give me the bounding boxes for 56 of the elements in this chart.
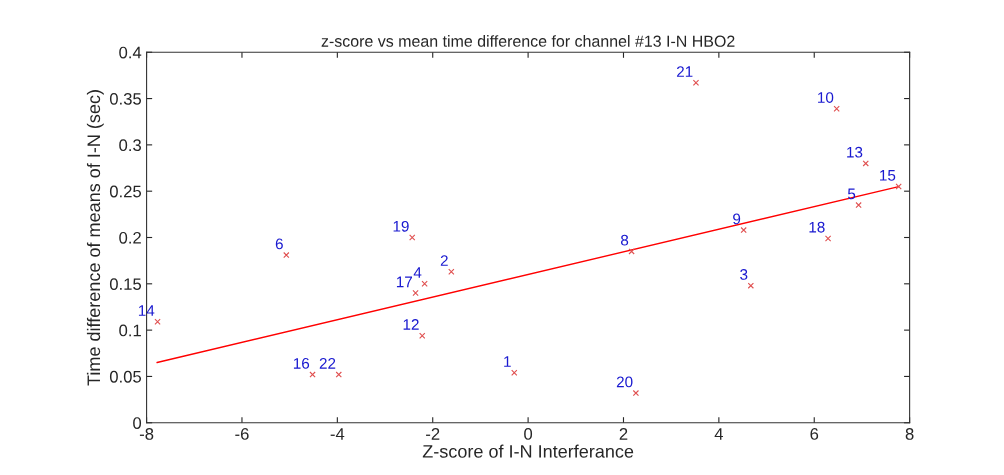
annotation: 12 — [403, 319, 419, 330]
x-tick-label: -4 — [330, 428, 345, 440]
annotation: 15 — [880, 170, 896, 181]
x-tick-label: 6 — [810, 428, 819, 440]
y-tick-label: 0.3 — [119, 139, 141, 152]
y-tick-label: 0.05 — [109, 370, 142, 383]
annotation: 18 — [809, 221, 825, 233]
point — [421, 280, 428, 287]
y-tick-label: 0.2 — [119, 231, 141, 244]
y-tick-label: 0.35 — [109, 92, 142, 105]
x-axis-title: Z-score of I-N Interferance — [422, 444, 634, 458]
annotation: 6 — [275, 238, 283, 250]
annotation: 5 — [847, 188, 856, 200]
point — [511, 369, 518, 376]
annotation: 10 — [818, 92, 834, 103]
x-tick-label: -6 — [235, 428, 249, 440]
x-tick-label: 0 — [524, 428, 533, 440]
point — [692, 79, 700, 86]
annotation: 20 — [616, 376, 633, 388]
x-tick-label: 8 — [905, 428, 914, 440]
annotation: 9 — [733, 213, 741, 225]
annotation: 19 — [393, 220, 409, 232]
x-tick-label: 2 — [619, 428, 628, 440]
point — [833, 105, 840, 112]
x-tick-label: -8 — [139, 428, 154, 440]
annotation: 13 — [847, 146, 863, 158]
annotation: 4 — [413, 267, 422, 278]
y-tick-label: 0.25 — [109, 185, 142, 198]
point — [283, 251, 290, 259]
annotation: 2 — [440, 255, 448, 266]
point — [747, 282, 754, 289]
point — [862, 160, 869, 167]
point — [448, 268, 455, 275]
y-tick-label: 0.15 — [109, 278, 142, 291]
annotation: 1 — [504, 356, 511, 367]
annotation: 8 — [620, 234, 629, 246]
y-tick-label: 0.1 — [119, 324, 141, 337]
y-tick-label: 0.4 — [119, 46, 142, 59]
point — [855, 201, 862, 209]
point — [412, 289, 419, 297]
point — [419, 332, 426, 339]
annotation: 16 — [293, 357, 310, 369]
annotation: 17 — [396, 276, 413, 288]
chart-title: z-score vs mean time difference for channel #13 I-N HBO2 — [321, 35, 735, 47]
point — [740, 226, 747, 234]
x-tick-label: 4 — [714, 428, 724, 440]
annotation: 22 — [319, 357, 336, 369]
annotation: 3 — [740, 269, 748, 280]
point — [824, 235, 832, 242]
x-tick-label: -2 — [426, 428, 440, 440]
y-tick-label: 0 — [133, 417, 142, 429]
point — [632, 389, 640, 397]
annotation: 21 — [676, 66, 693, 77]
point — [154, 318, 161, 325]
point — [409, 234, 416, 241]
y-axis-title: Time difference of means of I-N (sec) — [86, 90, 104, 386]
